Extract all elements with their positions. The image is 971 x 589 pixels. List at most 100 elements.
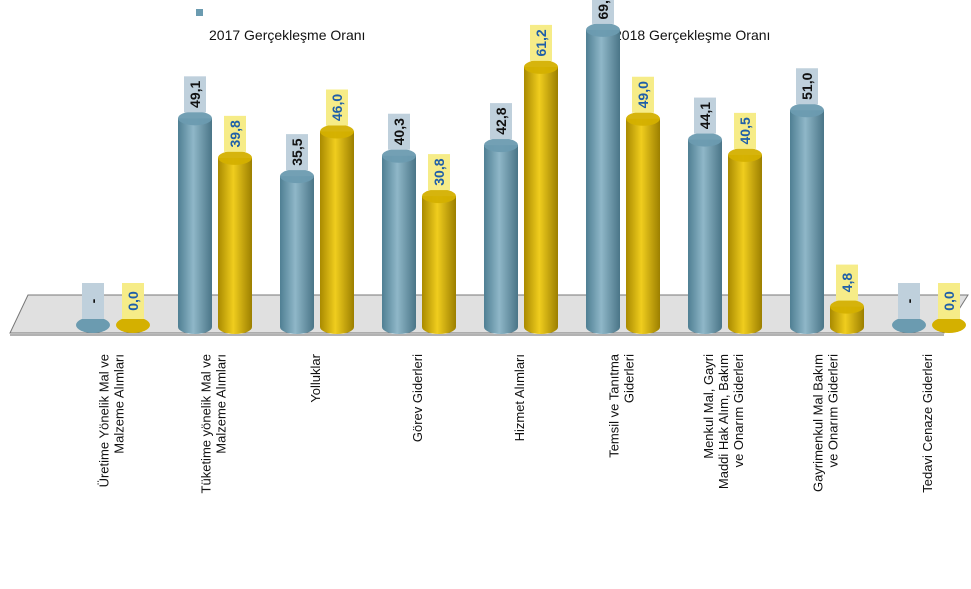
data-label-2018-bg <box>632 76 654 113</box>
data-label-2017-bg <box>796 68 818 105</box>
data-label-2018-text: 40,5 <box>737 117 753 144</box>
category-label-line: Tüketime yönelik Mal ve <box>199 354 214 493</box>
series-2018-bar <box>320 124 354 334</box>
data-label-2017-text: 42,8 <box>493 107 509 134</box>
data-label-2018: 49,0 <box>632 76 654 113</box>
series-2017-bar <box>76 317 110 333</box>
data-label-2018-text: 30,8 <box>431 158 447 185</box>
data-label-2018-text: 0,0 <box>125 291 141 311</box>
data-label-2018: 0,0 <box>122 283 144 319</box>
data-label-2018-bg <box>122 283 144 319</box>
data-label-2018-bg <box>530 24 552 61</box>
data-label-2017: 40,3 <box>388 113 410 150</box>
series-2017-bar-body <box>790 110 824 334</box>
series-2017-bar <box>484 138 518 334</box>
series-2017-bar <box>790 103 824 334</box>
data-label-2017-text: 51,0 <box>799 72 815 99</box>
category-label-line: Görev Giderleri <box>410 354 425 442</box>
series-2018-bar-body <box>524 66 558 334</box>
category-label-line: Tedavi Cenaze Giderleri <box>920 354 935 493</box>
data-label-2018-bg <box>836 264 858 301</box>
data-label-2017-bg <box>592 0 614 24</box>
series-2018-bar-body <box>422 196 456 334</box>
category-label: Yolluklar <box>308 353 323 402</box>
series-2018-bar-top <box>728 147 762 162</box>
data-label-2018-bg <box>428 154 450 191</box>
series-2018-bar-top <box>830 299 864 314</box>
series-2018-bar-top <box>524 59 558 74</box>
category-labels: Üretime Yönelik Mal ve Malzeme Alımları Tü… <box>97 353 936 493</box>
series-2018-bar-top <box>626 111 660 126</box>
category-label-line: ve Onarım Giderleri <box>826 354 841 468</box>
data-label-2018: 39,8 <box>224 115 246 152</box>
data-label-2018: 40,5 <box>734 112 756 149</box>
legend-label-2017: 2017 Gerçekleşme Oranı <box>209 27 366 43</box>
category-label-line: Giderleri <box>622 354 637 403</box>
data-label-2017: - <box>898 283 920 319</box>
series-2017-bar <box>280 169 314 334</box>
category-label-line: Gayrimenkul Mal Bakım <box>811 354 826 492</box>
series-2018-bar <box>422 189 456 334</box>
data-label-2017: 42,8 <box>490 103 512 140</box>
category-label: Üretime Yönelik Mal ve Malzeme Alımları <box>97 354 127 487</box>
data-label-2017-bg <box>82 283 104 319</box>
series-2017-bar <box>688 132 722 334</box>
data-label-2017: 44,1 <box>694 97 716 134</box>
series-2017-bar-body <box>586 29 620 335</box>
data-label-2018-text: 49,0 <box>635 81 651 108</box>
category-label-line: Yolluklar <box>308 353 323 402</box>
data-label-2018: 46,0 <box>326 89 348 126</box>
data-label-2018-bg <box>326 89 348 126</box>
series-2017-bar <box>586 22 620 335</box>
series-2017-bar-disk <box>892 317 926 333</box>
data-labels: - 0,0 49,1 39,8 35,5 46,0 40,3 30,8 42,8 61,2 69,9… <box>82 0 960 319</box>
series-2018-bar <box>524 59 558 334</box>
category-label-line: Üretime Yönelik Mal ve <box>97 354 112 487</box>
series-2018-bar-disk <box>116 317 150 333</box>
data-label-2017-bg <box>388 113 410 150</box>
data-label-2017-bg <box>286 134 308 171</box>
series-2018-bar-body <box>830 306 864 334</box>
data-label-2018: 0,0 <box>938 283 960 319</box>
data-label-2017-text: 44,1 <box>697 102 713 129</box>
data-label-2018-text: 46,0 <box>329 94 345 121</box>
category-label: Menkul Mal, Gayri Maddi Hak Alım, Bakım ve… <box>701 354 746 489</box>
series-2018-bar <box>626 111 660 334</box>
data-label-2018-text: 39,8 <box>227 120 243 147</box>
category-label: Görev Giderleri <box>410 354 425 442</box>
category-label-line: ve Onarım Giderleri <box>731 354 746 468</box>
data-label-2017: 69,9 <box>592 0 614 24</box>
data-label-2017: 49,1 <box>184 76 206 113</box>
series-2018-bar <box>932 317 966 333</box>
category-label: Gayrimenkul Mal Bakım ve Onarım Giderleri <box>811 354 841 492</box>
data-label-2018-bg <box>938 283 960 319</box>
series-2017-bar-top <box>484 138 518 153</box>
category-label: Tüketime yönelik Mal ve Malzeme Alımları <box>199 354 229 493</box>
data-label-2018: 61,2 <box>530 24 552 61</box>
series-2018-bar <box>728 147 762 334</box>
series-2018-bar-body <box>320 131 354 334</box>
series-2017-bar-top <box>790 103 824 118</box>
category-label-line: Temsil ve Tanıtma <box>607 353 622 458</box>
data-label-2018-bg <box>224 115 246 152</box>
series-2017-bar-top <box>688 132 722 147</box>
category-label: Hizmet Alımları <box>512 354 527 441</box>
series-2017-bar-top <box>382 148 416 163</box>
category-label-line: Malzeme Alımları <box>214 354 229 454</box>
data-label-2018-text: 0,0 <box>941 291 957 311</box>
data-label-2018-bg <box>734 112 756 149</box>
data-label-2017-text: - <box>901 298 917 303</box>
data-label-2017-bg <box>184 76 206 113</box>
data-label-2018-text: 61,2 <box>533 29 549 56</box>
series-2018 <box>116 59 966 334</box>
series-2018-bar-disk <box>932 317 966 333</box>
data-label-2018-text: 4,8 <box>839 273 855 293</box>
data-label-2017-text: 49,1 <box>187 80 203 107</box>
data-label-2017-text: - <box>85 298 101 303</box>
data-label-2018: 4,8 <box>836 264 858 301</box>
series-2017-bar <box>382 148 416 334</box>
series-2017-bar-top <box>178 111 212 126</box>
series-2017-bar-top <box>280 169 314 184</box>
data-label-2017-text: 40,3 <box>391 118 407 145</box>
